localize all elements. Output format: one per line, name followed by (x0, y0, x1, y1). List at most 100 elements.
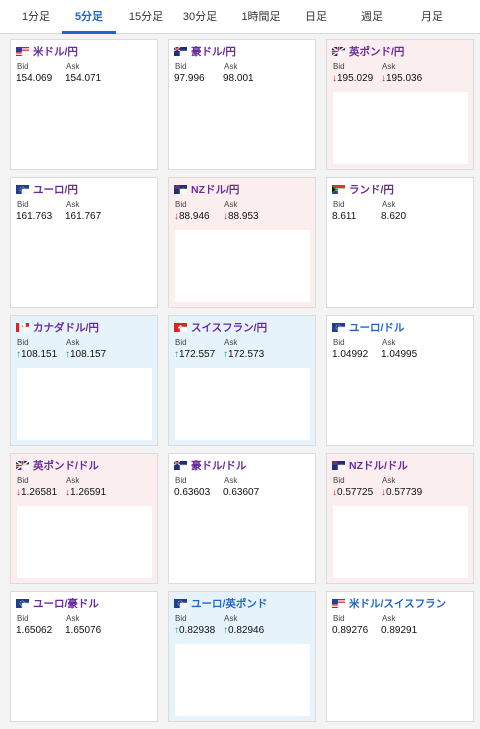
candlestick-chart[interactable] (175, 368, 310, 440)
rate-card[interactable]: 1.26551.2651.264520:1521:1522:15英ポンド/ドルB… (10, 453, 158, 584)
plot-area (21, 602, 29, 608)
tab-6[interactable]: 日足 (305, 11, 327, 23)
rate-card[interactable]: 0.63650.6360.63550.63520:1521:1522:15豪ドル… (168, 453, 316, 584)
pair-name-link[interactable]: NZドル/円 (191, 184, 240, 196)
ask-value: 0.89291 (381, 625, 418, 636)
pair-name-link[interactable]: NZドル/ドル (349, 460, 408, 472)
bid-value: 0.57725 (332, 487, 373, 498)
plot-area (337, 326, 345, 332)
bid-label: Bid (17, 62, 29, 71)
candlestick-chart[interactable] (333, 644, 468, 716)
rate-card[interactable]: 1.051.04920:1521:1522:15ユーロ/ドルBidAsk1.04… (326, 315, 474, 446)
plot-area (179, 326, 187, 332)
candlestick-chart[interactable] (333, 368, 468, 440)
rate-card[interactable]: 172.6172.5172.4172.320:1521:1522:15スイスフラ… (168, 315, 316, 446)
bid-value: 172.557 (174, 349, 215, 360)
rate-card[interactable]: 154.1154153.9153.820:1521:1522:15米ドル/円Bi… (10, 39, 158, 170)
rate-card[interactable]: 108.110820:1521:1522:15カナダドル/円BidAsk108.… (10, 315, 158, 446)
candlestick-chart[interactable] (175, 644, 310, 716)
rate-card[interactable]: 88.988.888.720:1521:1522:15NZドル/円BidAsk8… (168, 177, 316, 308)
pair-name-link[interactable]: 米ドル/円 (33, 46, 78, 58)
bid-label: Bid (333, 338, 345, 347)
bid-value: 1.65062 (16, 625, 53, 636)
ask-label: Ask (382, 338, 396, 347)
ask-label: Ask (224, 614, 238, 623)
ask-label: Ask (382, 476, 396, 485)
bid-label: Bid (17, 200, 29, 209)
bid-value: 154.069 (16, 73, 53, 84)
pair-name-link[interactable]: ユーロ/円 (33, 184, 78, 196)
tab-8[interactable]: 月足 (421, 11, 443, 23)
candlestick-chart[interactable] (175, 506, 310, 578)
bid-value: 195.029 (332, 73, 373, 84)
ask-label: Ask (224, 338, 238, 347)
plot-area (337, 188, 345, 194)
pair-name-link[interactable]: ユーロ/英ポンド (191, 598, 268, 610)
rate-card[interactable]: 8.618.68.598.5820:1521:1522:15ランド/円BidAs… (326, 177, 474, 308)
candlestick-chart[interactable] (333, 92, 468, 164)
ask-label: Ask (382, 200, 396, 209)
candlestick-chart[interactable] (17, 92, 152, 164)
rate-card[interactable]: 0.83050.830.82950.82920:1521:1522:15ユーロ/… (168, 591, 316, 722)
bid-value: 1.26581 (16, 487, 57, 498)
pair-name-link[interactable]: 英ポンド/ドル (33, 460, 99, 472)
candlestick-chart[interactable] (175, 230, 310, 302)
ask-value: 0.63607 (223, 487, 260, 498)
candlestick-chart[interactable] (333, 230, 468, 302)
pair-name-link[interactable]: カナダドル/円 (33, 322, 99, 334)
ask-label: Ask (66, 62, 80, 71)
pair-name-link[interactable]: ユーロ/ドル (349, 322, 405, 334)
candlestick-chart[interactable] (175, 92, 310, 164)
plot-area (179, 464, 187, 470)
bid-label: Bid (333, 62, 345, 71)
ask-label: Ask (382, 614, 396, 623)
candlestick-chart[interactable] (17, 368, 152, 440)
ask-value: 1.26591 (65, 487, 106, 498)
candlestick-chart[interactable] (333, 506, 468, 578)
pair-name-link[interactable]: 英ポンド/円 (349, 46, 405, 58)
rate-card[interactable]: 195194.8194.620:1521:1522:15英ポンド/円BidAsk… (326, 39, 474, 170)
rate-card[interactable]: 0.8930.8920.89120:1521:1522:15米ドル/スイスフラン… (326, 591, 474, 722)
rate-card[interactable]: 9897.997.897.720:1521:1522:15豪ドル/円BidAsk… (168, 39, 316, 170)
tab-5[interactable]: 1時間足 (241, 11, 281, 23)
bid-value: 97.996 (174, 73, 205, 84)
bid-label: Bid (175, 338, 187, 347)
tab-3[interactable]: 15分足 (128, 11, 164, 23)
bid-value: 108.151 (16, 349, 57, 360)
tab-7[interactable]: 週足 (361, 11, 383, 23)
ask-label: Ask (224, 476, 238, 485)
tab-1[interactable]: 1分足 (21, 11, 51, 23)
ask-label: Ask (382, 62, 396, 71)
candlestick-chart[interactable] (17, 644, 152, 716)
rate-card[interactable]: 0.57750.5770.576520:1521:1522:15NZドル/ドルB… (326, 453, 474, 584)
ask-label: Ask (66, 200, 80, 209)
pair-name-link[interactable]: 豪ドル/円 (191, 46, 236, 58)
candlestick-chart[interactable] (17, 230, 152, 302)
ask-label: Ask (66, 476, 80, 485)
bid-value: 0.82938 (174, 625, 215, 636)
plot-area (179, 602, 187, 608)
bid-label: Bid (17, 614, 29, 623)
bid-label: Bid (175, 200, 187, 209)
bid-label: Bid (333, 476, 345, 485)
bid-value: 161.763 (16, 211, 53, 222)
bid-label: Bid (17, 476, 29, 485)
pair-name-link[interactable]: 豪ドル/ドル (191, 460, 247, 472)
tab-4[interactable]: 30分足 (182, 11, 218, 23)
pair-name-link[interactable]: 米ドル/スイスフラン (349, 598, 447, 610)
bid-value: 0.89276 (332, 625, 369, 636)
pair-name-link[interactable]: ランド/円 (349, 184, 394, 196)
plot-area (337, 464, 345, 470)
plot-area (21, 464, 29, 470)
pair-name-link[interactable]: スイスフラン/円 (191, 322, 268, 334)
bid-value: 1.04992 (332, 349, 369, 360)
bid-value: 8.611 (332, 211, 357, 222)
tab-2[interactable]: 5分足 (62, 0, 116, 34)
candlestick-chart[interactable] (17, 506, 152, 578)
bid-label: Bid (333, 200, 345, 209)
plot-area (21, 326, 29, 332)
ask-value: 108.157 (65, 349, 106, 360)
rate-card[interactable]: 1.6521.65120:1521:1522:15ユーロ/豪ドルBidAsk1.… (10, 591, 158, 722)
rate-card[interactable]: 161.8161.6161.4161.220:1521:1522:15ユーロ/円… (10, 177, 158, 308)
pair-name-link[interactable]: ユーロ/豪ドル (33, 598, 99, 610)
